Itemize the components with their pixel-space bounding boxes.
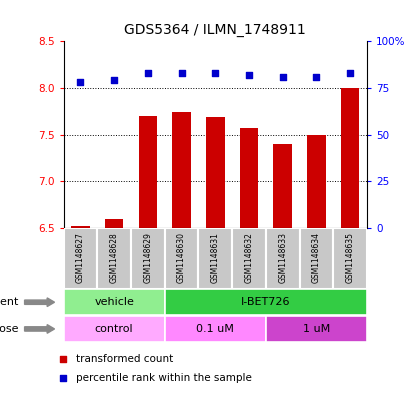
Bar	[265, 228, 299, 289]
Point	[211, 70, 218, 76]
Point	[144, 70, 151, 76]
Text: GSM1148627: GSM1148627	[76, 232, 85, 283]
Bar	[130, 228, 164, 289]
Text: 0.1 uM: 0.1 uM	[196, 324, 234, 334]
Text: GSM1148629: GSM1148629	[143, 232, 152, 283]
Bar	[63, 228, 97, 289]
Point	[178, 70, 184, 76]
Bar	[164, 289, 366, 315]
Text: GSM1148628: GSM1148628	[109, 232, 118, 283]
Text: I-BET726: I-BET726	[240, 297, 290, 307]
Point	[279, 73, 285, 80]
Text: GSM1148632: GSM1148632	[244, 232, 253, 283]
Bar	[105, 219, 123, 228]
Bar	[239, 128, 258, 228]
Text: vehicle: vehicle	[94, 297, 134, 307]
Title: GDS5364 / ILMN_1748911: GDS5364 / ILMN_1748911	[124, 24, 306, 37]
Bar	[138, 116, 157, 228]
Bar	[164, 228, 198, 289]
Point	[245, 72, 252, 78]
Bar	[164, 316, 265, 342]
Bar	[273, 144, 291, 228]
Bar	[205, 117, 224, 228]
Bar	[172, 112, 190, 228]
Bar	[299, 228, 333, 289]
Text: GSM1148630: GSM1148630	[177, 232, 186, 283]
Point	[60, 356, 66, 362]
Text: GSM1148634: GSM1148634	[311, 232, 320, 283]
Bar	[265, 316, 366, 342]
Text: GSM1148633: GSM1148633	[277, 232, 286, 283]
Text: agent: agent	[0, 297, 18, 307]
Bar	[63, 289, 164, 315]
Bar	[340, 88, 358, 228]
Text: GSM1148635: GSM1148635	[345, 232, 354, 283]
Text: GSM1148631: GSM1148631	[210, 232, 219, 283]
Bar	[198, 228, 231, 289]
Point	[312, 73, 319, 80]
Text: transformed count: transformed count	[76, 354, 173, 364]
Text: control: control	[94, 324, 133, 334]
Text: dose: dose	[0, 324, 18, 334]
Bar	[97, 228, 130, 289]
Bar	[63, 316, 164, 342]
Text: 1 uM: 1 uM	[302, 324, 329, 334]
Bar	[231, 228, 265, 289]
Bar	[306, 134, 325, 228]
Point	[77, 79, 83, 85]
Point	[346, 70, 353, 76]
Bar	[333, 228, 366, 289]
Point	[60, 375, 66, 381]
Point	[110, 77, 117, 84]
Text: percentile rank within the sample: percentile rank within the sample	[76, 373, 252, 383]
Bar	[71, 226, 90, 228]
